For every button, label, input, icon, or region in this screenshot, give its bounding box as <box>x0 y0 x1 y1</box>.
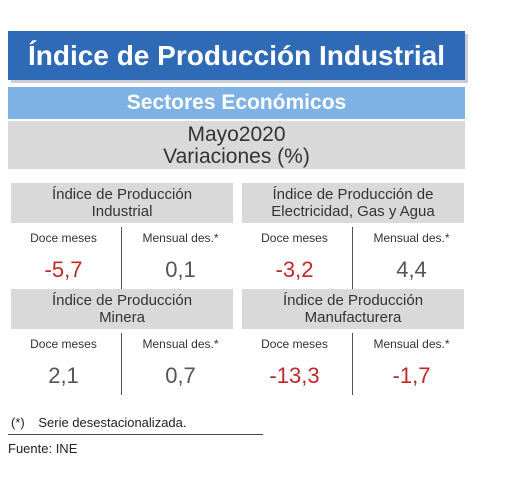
card-title-line1: Índice de Producción <box>51 292 193 309</box>
value-mensual-des: 0,1 <box>165 257 196 282</box>
period-label: Mayo2020 <box>187 123 286 146</box>
value-doce-meses: -13,3 <box>269 363 320 388</box>
card-minera: Índice de Producción Minera Doce meses M… <box>11 289 233 405</box>
card-title-line2: Manufacturera <box>304 309 402 326</box>
label-doce-meses: Doce meses <box>30 231 97 245</box>
value-doce-meses: 2,1 <box>48 363 79 388</box>
card-title: Índice de Producción Manufacturera <box>242 289 464 329</box>
card-title-line1: Índice de Producción <box>282 292 424 309</box>
label-mensual-des: Mensual des.* <box>142 337 219 351</box>
footnote: (*) Serie desestacionalizada. <box>11 415 187 430</box>
label-doce-meses: Doce meses <box>261 337 328 351</box>
card-title-line1: Índice de Producción <box>51 186 193 203</box>
value-doce-meses: -5,7 <box>44 257 83 282</box>
column-divider <box>121 227 122 289</box>
section-subtitle: Sectores Económicos <box>8 87 465 119</box>
footnote-text: Serie desestacionalizada. <box>38 415 187 430</box>
card-title-line1: Índice de Producción de <box>272 186 434 203</box>
column-divider <box>352 227 353 289</box>
card-title: Índice de Producción de Electricidad, Ga… <box>242 183 464 223</box>
column-divider <box>352 333 353 395</box>
card-electricidad: Índice de Producción de Electricidad, Ga… <box>242 183 464 291</box>
footnote-divider <box>8 434 263 435</box>
card-title: Índice de Producción Industrial <box>11 183 233 223</box>
label-doce-meses: Doce meses <box>261 231 328 245</box>
column-divider <box>121 333 122 395</box>
label-mensual-des: Mensual des.* <box>142 231 219 245</box>
source-note: Fuente: INE <box>8 441 78 456</box>
measure-label: Variaciones (%) <box>163 145 310 168</box>
value-doce-meses: -3,2 <box>275 257 314 282</box>
label-doce-meses: Doce meses <box>30 337 97 351</box>
card-manufacturera: Índice de Producción Manufacturera Doce … <box>242 289 464 405</box>
period-panel: Mayo2020 Variaciones (%) <box>8 121 465 169</box>
value-mensual-des: 0,7 <box>165 363 196 388</box>
card-industrial: Índice de Producción Industrial Doce mes… <box>11 183 233 291</box>
value-mensual-des: 4,4 <box>396 257 427 282</box>
page-title: Índice de Producción Industrial <box>8 31 465 80</box>
footnote-mark: (*) <box>11 415 25 430</box>
card-title-line2: Industrial <box>91 203 153 220</box>
card-title-line2: Electricidad, Gas y Agua <box>271 203 435 220</box>
card-title: Índice de Producción Minera <box>11 289 233 329</box>
card-title-line2: Minera <box>99 309 145 326</box>
label-mensual-des: Mensual des.* <box>373 231 450 245</box>
value-mensual-des: -1,7 <box>392 363 431 388</box>
label-mensual-des: Mensual des.* <box>373 337 450 351</box>
